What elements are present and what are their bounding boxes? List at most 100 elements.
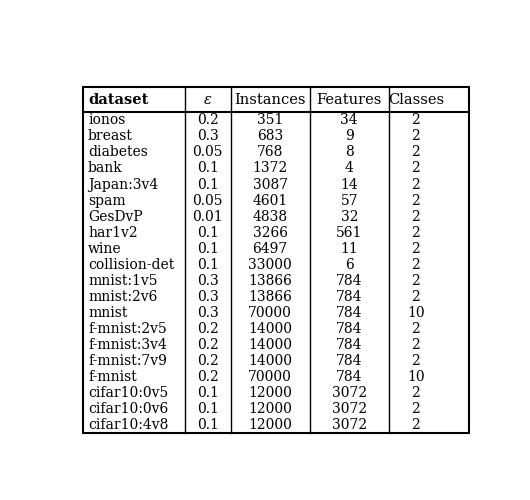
Text: ε: ε	[204, 92, 211, 106]
Text: 0.1: 0.1	[197, 242, 219, 256]
Text: 351: 351	[257, 114, 284, 128]
Text: f-mnist:3v4: f-mnist:3v4	[88, 338, 167, 352]
Text: Classes: Classes	[388, 92, 444, 106]
Text: 3266: 3266	[253, 226, 288, 239]
Text: mnist: mnist	[88, 306, 127, 320]
Text: 0.1: 0.1	[197, 402, 219, 416]
Text: cifar10:0v5: cifar10:0v5	[88, 386, 168, 400]
Text: 2: 2	[411, 114, 420, 128]
Text: 14000: 14000	[248, 322, 292, 336]
Text: 2: 2	[411, 258, 420, 272]
Text: 0.1: 0.1	[197, 258, 219, 272]
Text: 784: 784	[336, 290, 363, 304]
Text: 3072: 3072	[332, 402, 367, 416]
Text: 70000: 70000	[248, 370, 292, 384]
Text: bank: bank	[88, 162, 123, 175]
Text: 6: 6	[345, 258, 354, 272]
Text: 33000: 33000	[248, 258, 292, 272]
Text: cifar10:0v6: cifar10:0v6	[88, 402, 168, 416]
Text: 3087: 3087	[253, 178, 288, 192]
Text: 2: 2	[411, 226, 420, 239]
Text: 13866: 13866	[248, 290, 292, 304]
Text: Instances: Instances	[234, 92, 306, 106]
Text: 2: 2	[411, 290, 420, 304]
Text: 0.3: 0.3	[197, 274, 219, 288]
Text: 0.2: 0.2	[197, 114, 219, 128]
Text: 2: 2	[411, 242, 420, 256]
Text: 2: 2	[411, 386, 420, 400]
Text: 784: 784	[336, 322, 363, 336]
Text: 0.3: 0.3	[197, 306, 219, 320]
Text: 4838: 4838	[253, 210, 288, 224]
Text: Japan:3v4: Japan:3v4	[88, 178, 158, 192]
Text: 6497: 6497	[252, 242, 288, 256]
Text: cifar10:4v8: cifar10:4v8	[88, 418, 169, 432]
Text: f-mnist: f-mnist	[88, 370, 137, 384]
Text: 784: 784	[336, 306, 363, 320]
Text: f-mnist:2v5: f-mnist:2v5	[88, 322, 167, 336]
Text: 784: 784	[336, 274, 363, 288]
Text: 2: 2	[411, 130, 420, 143]
Text: 34: 34	[340, 114, 358, 128]
Text: 2: 2	[411, 178, 420, 192]
Text: 0.2: 0.2	[197, 338, 219, 352]
Text: 12000: 12000	[248, 418, 292, 432]
Text: 0.3: 0.3	[197, 290, 219, 304]
Text: 784: 784	[336, 354, 363, 368]
Text: 57: 57	[340, 194, 358, 207]
Text: 4: 4	[345, 162, 354, 175]
Text: 1372: 1372	[252, 162, 288, 175]
Text: 0.2: 0.2	[197, 322, 219, 336]
Text: 12000: 12000	[248, 386, 292, 400]
Text: wine: wine	[88, 242, 122, 256]
Text: 784: 784	[336, 338, 363, 352]
Text: 32: 32	[341, 210, 358, 224]
Text: har1v2: har1v2	[88, 226, 138, 239]
Text: 2: 2	[411, 338, 420, 352]
Text: 13866: 13866	[248, 274, 292, 288]
Text: f-mnist:7v9: f-mnist:7v9	[88, 354, 167, 368]
Text: breast: breast	[88, 130, 133, 143]
Text: 70000: 70000	[248, 306, 292, 320]
Text: GesDvP: GesDvP	[88, 210, 143, 224]
Text: 0.1: 0.1	[197, 178, 219, 192]
Text: 0.1: 0.1	[197, 226, 219, 239]
Text: spam: spam	[88, 194, 126, 207]
Text: 561: 561	[336, 226, 363, 239]
Text: 12000: 12000	[248, 402, 292, 416]
Text: 2: 2	[411, 274, 420, 288]
Text: dataset: dataset	[88, 92, 148, 106]
Text: 0.2: 0.2	[197, 370, 219, 384]
Text: 4601: 4601	[252, 194, 288, 207]
Text: 2: 2	[411, 194, 420, 207]
Text: 0.1: 0.1	[197, 386, 219, 400]
Text: 2: 2	[411, 354, 420, 368]
Text: 3072: 3072	[332, 418, 367, 432]
Text: 0.3: 0.3	[197, 130, 219, 143]
Text: 2: 2	[411, 210, 420, 224]
Text: 0.05: 0.05	[192, 194, 223, 207]
Text: 2: 2	[411, 146, 420, 160]
Text: 10: 10	[407, 306, 425, 320]
Text: 0.1: 0.1	[197, 162, 219, 175]
Text: 0.01: 0.01	[192, 210, 223, 224]
Text: 0.1: 0.1	[197, 418, 219, 432]
Text: 683: 683	[257, 130, 283, 143]
Text: 784: 784	[336, 370, 363, 384]
Text: 768: 768	[257, 146, 284, 160]
Text: 14000: 14000	[248, 338, 292, 352]
Text: mnist:2v6: mnist:2v6	[88, 290, 157, 304]
Text: 0.05: 0.05	[192, 146, 223, 160]
Text: 2: 2	[411, 418, 420, 432]
Text: 2: 2	[411, 162, 420, 175]
Text: collision-det: collision-det	[88, 258, 174, 272]
Text: 0.2: 0.2	[197, 354, 219, 368]
Text: 2: 2	[411, 322, 420, 336]
Text: 10: 10	[407, 370, 425, 384]
Text: 8: 8	[345, 146, 354, 160]
Text: mnist:1v5: mnist:1v5	[88, 274, 157, 288]
Text: diabetes: diabetes	[88, 146, 148, 160]
Text: 14: 14	[340, 178, 358, 192]
Text: ionos: ionos	[88, 114, 126, 128]
Text: 11: 11	[340, 242, 358, 256]
